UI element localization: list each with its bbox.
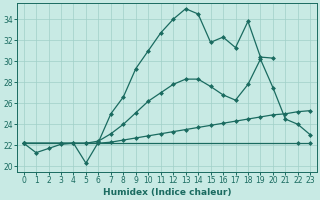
X-axis label: Humidex (Indice chaleur): Humidex (Indice chaleur)	[103, 188, 231, 197]
